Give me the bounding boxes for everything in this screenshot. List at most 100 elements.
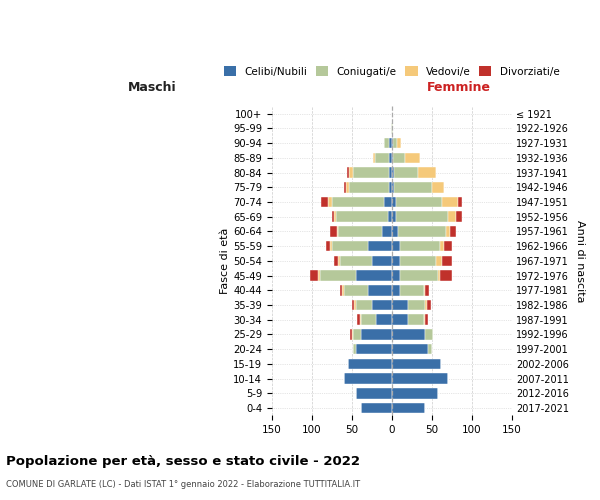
- Bar: [394, 182, 433, 192]
- Bar: [353, 344, 356, 354]
- Bar: [442, 256, 452, 266]
- Bar: [392, 285, 400, 296]
- Bar: [392, 344, 428, 354]
- Bar: [384, 138, 389, 148]
- Bar: [392, 212, 395, 222]
- Bar: [358, 314, 360, 325]
- Bar: [440, 270, 452, 281]
- Bar: [442, 196, 458, 207]
- Y-axis label: Fasce di età: Fasce di età: [220, 228, 230, 294]
- Text: COMUNE DI GARLATE (LC) - Dati ISTAT 1° gennaio 2022 - Elaborazione TUTTITALIA.IT: COMUNE DI GARLATE (LC) - Dati ISTAT 1° g…: [6, 480, 360, 489]
- Bar: [337, 226, 338, 236]
- Bar: [356, 270, 392, 281]
- Bar: [361, 314, 376, 325]
- Bar: [400, 241, 440, 252]
- Text: Popolazione per età, sesso e stato civile - 2022: Popolazione per età, sesso e stato civil…: [6, 454, 360, 468]
- Bar: [368, 285, 392, 296]
- Bar: [344, 285, 368, 296]
- Bar: [352, 329, 353, 340]
- Bar: [392, 388, 438, 398]
- Bar: [427, 300, 431, 310]
- Bar: [446, 226, 450, 236]
- Bar: [400, 285, 424, 296]
- Bar: [322, 196, 328, 207]
- Bar: [448, 212, 455, 222]
- Bar: [425, 285, 429, 296]
- Bar: [389, 182, 392, 192]
- Bar: [347, 168, 349, 178]
- Bar: [407, 300, 425, 310]
- Bar: [342, 285, 344, 296]
- Bar: [353, 329, 361, 340]
- Bar: [392, 123, 393, 134]
- Bar: [328, 196, 332, 207]
- Bar: [372, 300, 392, 310]
- Bar: [354, 300, 356, 310]
- Bar: [344, 182, 346, 192]
- Bar: [352, 300, 354, 310]
- Bar: [392, 182, 394, 192]
- Bar: [418, 168, 436, 178]
- Bar: [338, 226, 382, 236]
- Bar: [344, 373, 392, 384]
- Bar: [389, 168, 392, 178]
- Bar: [368, 241, 392, 252]
- Bar: [389, 138, 392, 148]
- Bar: [436, 256, 442, 266]
- Bar: [392, 256, 400, 266]
- Bar: [332, 241, 368, 252]
- Bar: [440, 241, 443, 252]
- Bar: [336, 212, 388, 222]
- Bar: [392, 226, 398, 236]
- Bar: [393, 138, 397, 148]
- Bar: [382, 226, 392, 236]
- Bar: [392, 241, 400, 252]
- Bar: [392, 329, 425, 340]
- Text: Maschi: Maschi: [128, 81, 176, 94]
- Bar: [349, 182, 389, 192]
- Bar: [407, 314, 424, 325]
- Bar: [392, 196, 395, 207]
- Bar: [384, 196, 392, 207]
- Bar: [326, 241, 330, 252]
- Bar: [392, 168, 394, 178]
- Bar: [392, 270, 400, 281]
- Y-axis label: Anni di nascita: Anni di nascita: [575, 220, 585, 302]
- Bar: [320, 270, 356, 281]
- Bar: [330, 241, 332, 252]
- Bar: [356, 344, 392, 354]
- Bar: [373, 152, 375, 163]
- Bar: [361, 402, 392, 413]
- Bar: [392, 402, 425, 413]
- Bar: [400, 270, 438, 281]
- Bar: [334, 212, 336, 222]
- Bar: [424, 314, 425, 325]
- Bar: [397, 138, 401, 148]
- Bar: [392, 138, 393, 148]
- Bar: [395, 196, 442, 207]
- Bar: [340, 256, 372, 266]
- Bar: [433, 182, 445, 192]
- Bar: [405, 152, 419, 163]
- Bar: [334, 256, 338, 266]
- Bar: [400, 256, 436, 266]
- Bar: [353, 168, 389, 178]
- Bar: [424, 285, 425, 296]
- Bar: [392, 358, 441, 369]
- Bar: [388, 212, 392, 222]
- Bar: [375, 152, 389, 163]
- Bar: [392, 314, 407, 325]
- Bar: [348, 358, 392, 369]
- Bar: [310, 270, 318, 281]
- Bar: [332, 196, 384, 207]
- Bar: [394, 168, 418, 178]
- Bar: [389, 152, 392, 163]
- Bar: [425, 329, 433, 340]
- Bar: [425, 314, 428, 325]
- Bar: [458, 196, 462, 207]
- Bar: [346, 182, 349, 192]
- Bar: [443, 241, 452, 252]
- Text: Femmine: Femmine: [427, 81, 491, 94]
- Legend: Celibi/Nubili, Coniugati/e, Vedovi/e, Divorziati/e: Celibi/Nubili, Coniugati/e, Vedovi/e, Di…: [220, 62, 564, 80]
- Bar: [395, 212, 448, 222]
